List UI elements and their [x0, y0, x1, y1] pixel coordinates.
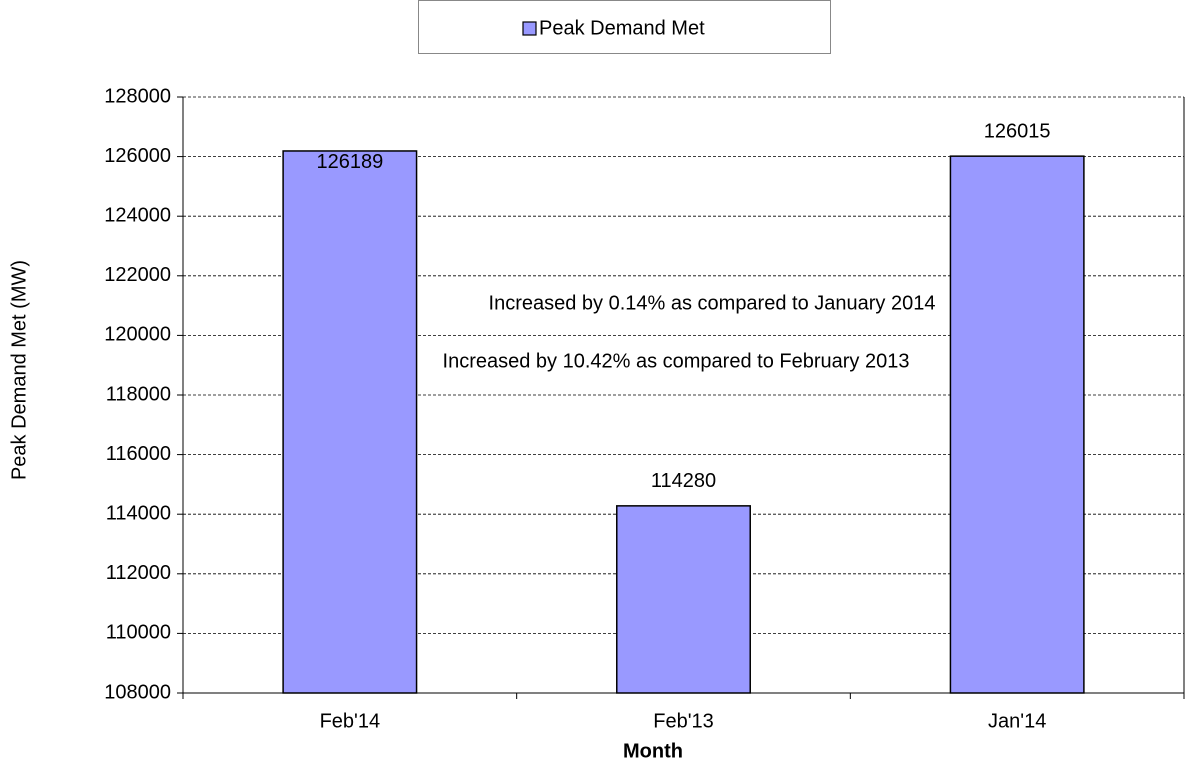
- y-tick-label: 122000: [104, 264, 171, 286]
- y-tick-label: 120000: [104, 324, 171, 346]
- bar: [616, 505, 751, 694]
- data-label: 114280: [651, 470, 716, 492]
- y-tick-label: 126000: [104, 145, 171, 167]
- x-tick-label: Jan'14: [988, 710, 1046, 732]
- y-tick-label: 108000: [104, 681, 171, 703]
- bar: [949, 155, 1085, 694]
- annotation: Increased by 10.42% as compared to Febru…: [443, 350, 910, 372]
- data-label: 126189: [316, 151, 383, 173]
- y-tick-label: 124000: [104, 204, 171, 226]
- annotation: Increased by 0.14% as compared to Januar…: [489, 292, 936, 314]
- legend-marker: [522, 21, 537, 36]
- y-tick-label: 114000: [106, 502, 171, 524]
- y-tick-label: 118000: [106, 383, 171, 405]
- y-tick-label: 116000: [106, 443, 171, 465]
- legend-box: [418, 0, 831, 54]
- data-label: 126015: [984, 120, 1051, 142]
- y-tick-label: 110000: [106, 622, 171, 644]
- bar: [282, 150, 418, 694]
- x-tick-label: Feb'14: [320, 710, 381, 732]
- y-tick-label: 128000: [104, 85, 171, 107]
- x-axis-title: Month: [623, 740, 683, 762]
- x-tick-label: Feb'13: [653, 710, 714, 732]
- y-axis-title: Peak Demand Met (MW): [8, 260, 30, 480]
- y-tick-label: 112000: [106, 562, 171, 584]
- legend-label: Peak Demand Met: [539, 17, 705, 39]
